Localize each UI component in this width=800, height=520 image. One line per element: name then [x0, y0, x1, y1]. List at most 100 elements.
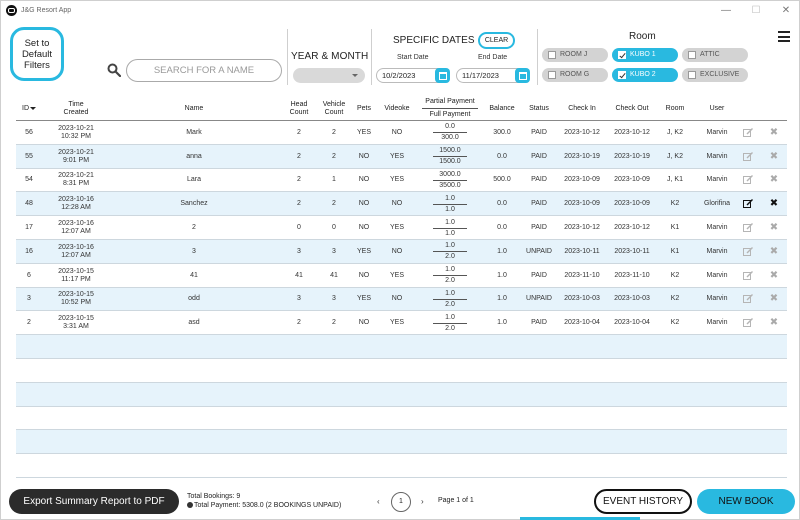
room-filter-kubo-2[interactable]: KUBO 2	[612, 68, 678, 82]
table-row[interactable]: 3 2023-10-15 10:52 PM odd 3 3 YES NO 1.0 2.0 1.0 U…	[16, 287, 787, 312]
cell-balance: 0.0	[497, 224, 507, 232]
room-chip-label: ROOM G	[560, 71, 590, 78]
room-filter-label: Room	[629, 31, 656, 42]
table-row[interactable]: 2 2023-10-15 3:31 AM asd 2 2 NO YES 1.0 2.0 1.0 PA…	[16, 311, 787, 336]
edit-icon[interactable]	[740, 216, 756, 240]
table-row[interactable]: 48 2023-10-16 12:28 AM Sanchez 2 2 NO NO 1.0 1.0…	[16, 192, 787, 217]
table-row[interactable]: 16 2023-10-16 12:07 AM 3 3 3 YES NO 1.0 2.0 1.0 UN…	[16, 239, 787, 264]
table-row[interactable]: 56 2023-10-21 10:32 PM Mark 2 2 YES NO 0.0 300.0…	[16, 121, 787, 145]
room-filter-room-g[interactable]: ROOM G	[542, 68, 608, 82]
cell-balance: 1.0	[497, 319, 507, 327]
edit-icon[interactable]	[740, 121, 756, 145]
cell-partial-payment: 1.0	[433, 219, 467, 229]
delete-icon[interactable]: ✖	[769, 198, 779, 210]
cell-head: 2	[297, 152, 301, 160]
col-videoke[interactable]: Videoke	[384, 104, 410, 112]
table-row[interactable]: 54 2023-10-21 8:31 PM Lara 2 1 NO YES 3000.0 350…	[16, 169, 787, 193]
year-month-select[interactable]	[293, 68, 365, 83]
checkbox-icon	[688, 71, 696, 79]
edit-icon[interactable]	[740, 240, 756, 264]
cell-user: Marvin	[706, 224, 728, 232]
table-row[interactable]: 55 2023-10-21 9:01 PM anna 2 2 NO YES 1500.0 150…	[16, 144, 787, 169]
edit-icon[interactable]	[740, 145, 756, 169]
search-icon	[107, 63, 121, 77]
cell-time: 2023-10-21 8:31 PM	[58, 172, 94, 188]
room-filter-exclusive[interactable]: EXCLUSIVE	[682, 68, 748, 82]
cell-checkout: 2023-10-19	[614, 152, 650, 160]
edit-icon[interactable]	[740, 288, 756, 312]
cell-time: 2023-10-15 11:17 PM	[58, 267, 94, 283]
col-head-count[interactable]: Head Count	[289, 100, 309, 116]
col-vehicle-count[interactable]: Vehicle Count	[322, 100, 346, 116]
menu-icon[interactable]	[778, 31, 790, 42]
delete-icon[interactable]: ✖	[769, 245, 779, 257]
close-button[interactable]: ✕	[781, 4, 791, 16]
cell-status: PAID	[531, 224, 547, 232]
start-date-field[interactable]: 10/2/2023	[376, 68, 450, 83]
cell-id: 17	[25, 224, 33, 232]
cell-id: 2	[27, 319, 31, 327]
delete-icon[interactable]: ✖	[769, 150, 779, 162]
new-book-button[interactable]: NEW BOOK	[697, 489, 795, 514]
delete-icon[interactable]: ✖	[769, 293, 779, 305]
cell-room: J, K2	[667, 128, 683, 136]
delete-icon[interactable]: ✖	[769, 269, 779, 281]
room-filter-room-j[interactable]: ROOM J	[542, 48, 608, 62]
search-input[interactable]: SEARCH FOR A NAME	[126, 59, 282, 82]
room-filter-attic[interactable]: ATTIC	[682, 48, 748, 62]
cell-status: PAID	[531, 200, 547, 208]
cell-status: UNPAID	[526, 247, 552, 255]
table-row[interactable]: 17 2023-10-16 12:07 AM 2 0 0 NO YES 1.0 1.0 0.0 PA…	[16, 216, 787, 240]
delete-icon[interactable]: ✖	[769, 126, 779, 138]
cell-videoke: YES	[389, 152, 404, 160]
cell-vehicle: 2	[332, 128, 336, 136]
empty-table-row	[16, 407, 787, 431]
current-page-indicator[interactable]: 1	[391, 492, 411, 512]
prev-page-button[interactable]: ‹	[377, 497, 380, 506]
col-status[interactable]: Status	[529, 104, 549, 112]
table-row[interactable]: 6 2023-10-15 11:17 PM 41 41 41 NO YES 1.0 2.0 1.0…	[16, 264, 787, 288]
start-date-value: 10/2/2023	[382, 71, 416, 80]
minimize-button[interactable]: —	[721, 4, 731, 16]
col-user[interactable]: User	[709, 104, 725, 112]
cell-head: 2	[297, 200, 301, 208]
col-payment[interactable]: Partial Payment Full Payment	[419, 96, 481, 121]
cell-videoke: NO	[391, 247, 403, 255]
cell-videoke: YES	[389, 271, 404, 279]
edit-icon[interactable]	[740, 169, 756, 193]
cell-partial-payment: 1.0	[433, 290, 467, 300]
col-room[interactable]: Room	[665, 104, 685, 112]
col-time-created[interactable]: Time Created	[63, 100, 89, 116]
col-name[interactable]: Name	[184, 104, 204, 112]
delete-icon[interactable]: ✖	[769, 174, 779, 186]
cell-room: J, K1	[667, 176, 683, 184]
delete-icon[interactable]: ✖	[769, 222, 779, 234]
edit-icon[interactable]	[740, 264, 756, 288]
empty-table-row	[16, 335, 787, 359]
export-pdf-button[interactable]: Export Summary Report to PDF	[9, 489, 179, 514]
col-check-out[interactable]: Check Out	[615, 104, 649, 112]
cell-id: 16	[25, 247, 33, 255]
cell-head: 41	[295, 271, 303, 279]
edit-icon[interactable]	[740, 192, 756, 216]
delete-icon[interactable]: ✖	[769, 317, 779, 329]
cell-room: K2	[670, 319, 680, 327]
next-page-button[interactable]: ›	[421, 497, 424, 506]
maximize-button[interactable]: ☐	[751, 4, 761, 16]
event-history-button[interactable]: EVENT HISTORY	[594, 489, 692, 514]
col-check-in[interactable]: Check In	[568, 104, 596, 112]
cell-checkout: 2023-10-09	[614, 200, 650, 208]
calendar-icon[interactable]	[435, 68, 450, 83]
calendar-icon[interactable]	[515, 68, 530, 83]
col-balance[interactable]: Balance	[489, 104, 515, 112]
room-filter-kubo-1[interactable]: KUBO 1	[612, 48, 678, 62]
cell-user: Glorifina	[703, 200, 731, 208]
edit-icon[interactable]	[740, 311, 756, 335]
col-pets[interactable]: Pets	[356, 104, 371, 112]
end-date-field[interactable]: 11/17/2023	[456, 68, 530, 83]
cell-time: 2023-10-16 12:07 AM	[58, 243, 94, 259]
clear-dates-button[interactable]: CLEAR	[478, 32, 515, 49]
col-id[interactable]: ID	[16, 96, 42, 121]
cell-name: Sanchez	[180, 200, 208, 208]
default-filters-button[interactable]: Set to Default Filters	[10, 27, 64, 81]
